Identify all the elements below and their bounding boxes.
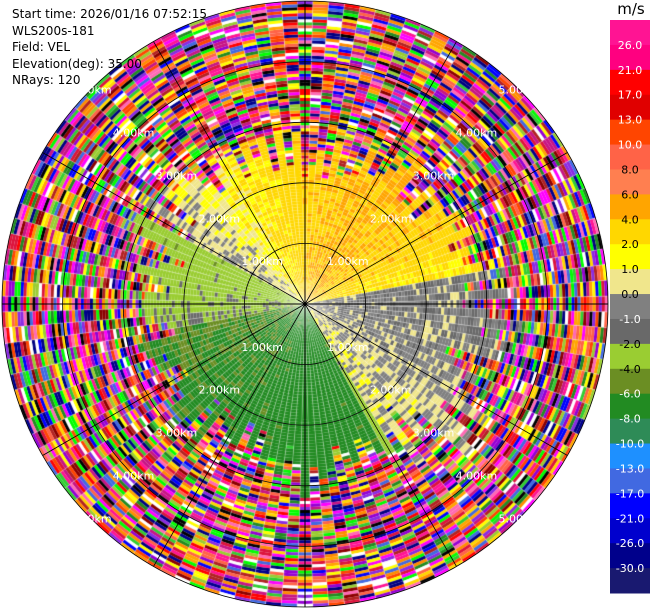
range-label-5km: 5.00km: [70, 512, 112, 525]
colorbar-tick-label: -1.0: [619, 313, 640, 326]
range-label-3km: 3.00km: [156, 169, 198, 182]
colorbar-tick-label: -21.0: [616, 512, 644, 525]
colorbar-swatch: [610, 194, 650, 220]
azimuth-spoke-120: [304, 303, 568, 456]
colorbar-swatch: [610, 20, 650, 46]
azimuth-spoke-30: [304, 41, 457, 305]
colorbar-swatch: [610, 94, 650, 121]
colorbar-tick-label: -30.0: [616, 562, 644, 575]
colorbar-tick-label: -8.0: [619, 413, 640, 426]
colorbar-swatch: [610, 244, 650, 270]
range-label-4km: 4.00km: [456, 469, 498, 482]
colorbar-tick-label: -13.0: [616, 462, 644, 475]
range-label-2km: 2.00km: [199, 212, 241, 225]
colorbar-tick-label: -2.0: [619, 338, 640, 351]
colorbar-tick-label: 6.0: [621, 188, 639, 201]
range-label-2km: 2.00km: [370, 212, 412, 225]
colorbar-tick-label: -6.0: [619, 388, 640, 401]
colorbar-tick-label: 26.0: [618, 39, 643, 52]
colorbar-swatch: [610, 443, 650, 469]
colorbar-swatch: [610, 368, 650, 395]
range-label-1km: 1.00km: [241, 255, 283, 268]
colorbar-swatch: [610, 568, 650, 594]
range-label-1km: 1.00km: [327, 255, 369, 268]
range-label-2km: 2.00km: [199, 384, 241, 397]
colorbar: 26.0 21.0 17.0 13.0 10.0 8.0 6.0 4.0 2.0 1.0 0.0 -1…: [610, 20, 650, 594]
range-label-4km: 4.00km: [113, 469, 155, 482]
colorbar-unit: m/s: [617, 0, 645, 18]
colorbar-swatch: [610, 543, 650, 569]
colorbar-swatch: [610, 169, 650, 195]
colorbar-tick-label: 13.0: [618, 114, 643, 127]
scan-info: Start time: 2026/01/16 07:52:15 WLS200s-…: [12, 6, 207, 89]
azimuth-spoke-60: [304, 152, 568, 305]
range-label-1km: 1.00km: [241, 341, 283, 354]
range-label-4km: 4.00km: [113, 127, 155, 140]
azimuth-spoke-210: [153, 303, 306, 567]
colorbar-swatch: [610, 318, 650, 345]
colorbar-tick-label: -26.0: [616, 537, 644, 550]
azimuth-spoke-150: [304, 303, 457, 567]
colorbar-swatch: [610, 44, 650, 71]
colorbar-tick-label: 0.0: [621, 288, 639, 301]
azimuth-spoke-300: [42, 152, 306, 305]
colorbar-tick-label: 10.0: [618, 139, 643, 152]
azimuth-spoke-330: [153, 41, 306, 305]
range-label-3km: 3.00km: [413, 427, 455, 440]
field-text: Field: VEL: [12, 40, 71, 55]
range-label-2km: 2.00km: [370, 384, 412, 397]
colorbar-swatch: [610, 69, 650, 96]
azimuth-spoke-240: [42, 303, 306, 456]
colorbar-tick-label: -4.0: [619, 363, 640, 376]
colorbar-tick-label: 4.0: [621, 213, 639, 226]
colorbar-swatch: [610, 294, 650, 320]
colorbar-swatch: [610, 418, 650, 445]
colorbar-swatch: [610, 518, 650, 544]
range-label-5km: 5.00km: [498, 512, 540, 525]
start-time-text: Start time: 2026/01/16 07:52:15: [12, 7, 207, 21]
range-label-3km: 3.00km: [413, 169, 455, 182]
colorbar-swatch: [610, 219, 650, 245]
colorbar-swatch: [610, 493, 650, 519]
colorbar-swatch: [610, 269, 650, 295]
range-label-5km: 5.00km: [70, 84, 112, 97]
colorbar-swatch: [610, 393, 650, 420]
colorbar-swatch: [610, 343, 650, 370]
elevation-text: Elevation(deg): 35.00: [12, 56, 142, 71]
range-label-4km: 4.00km: [456, 127, 498, 140]
range-label-3km: 3.00km: [156, 427, 198, 440]
colorbar-tick-label: -10.0: [616, 438, 644, 451]
colorbar-swatch: [610, 468, 650, 494]
instrument-text: WLS200s-181: [12, 23, 95, 38]
range-label-1km: 1.00km: [327, 341, 369, 354]
colorbar-swatch: [610, 144, 650, 170]
colorbar-tick-label: 17.0: [618, 89, 643, 102]
colorbar-tick-label: 21.0: [618, 64, 643, 77]
colorbar-tick-label: 2.0: [621, 238, 639, 251]
colorbar-swatch: [610, 119, 650, 146]
nrays-text: NRays: 120: [12, 73, 81, 88]
colorbar-tick-label: -17.0: [616, 487, 644, 500]
colorbar-tick-label: 1.0: [621, 263, 639, 276]
range-label-5km: 5.00km: [498, 84, 540, 97]
colorbar-tick-label: 8.0: [621, 163, 639, 176]
